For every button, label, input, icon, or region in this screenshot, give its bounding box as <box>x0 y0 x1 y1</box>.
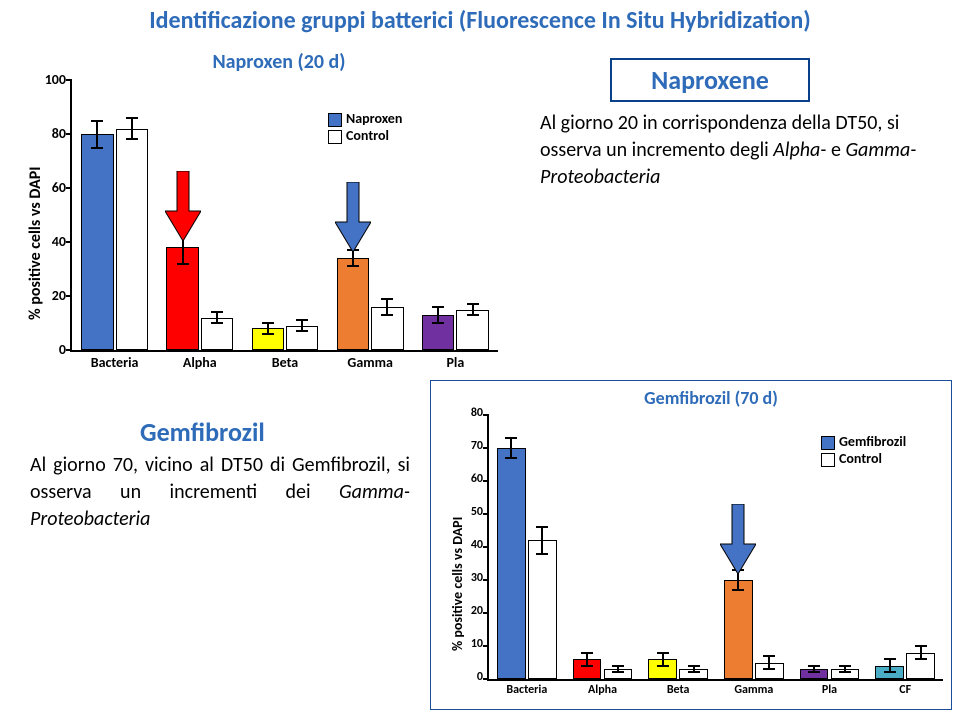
chart2-legend: Gemfibrozil Control <box>821 433 906 467</box>
swatch-icon <box>328 113 342 127</box>
down-arrow-icon <box>335 182 371 252</box>
down-arrow-icon <box>165 171 201 241</box>
bar <box>724 580 753 679</box>
legend-item-naproxen: Naproxen <box>328 110 402 127</box>
chart2-title: Gemfibrozil (70 d) <box>471 387 951 409</box>
bar <box>528 540 557 679</box>
page-title: Identificazione gruppi batterici (Fluore… <box>0 6 960 35</box>
swatch-icon <box>821 453 835 467</box>
chart-gemfibrozil: Gemfibrozil (70 d) % positive cells vs D… <box>430 380 952 710</box>
bar <box>337 258 369 350</box>
bar <box>116 129 148 350</box>
chart-naproxen: Naproxen (20 d) % positive cells vs DAPI… <box>8 50 510 380</box>
chart1-title: Naproxen (20 d) <box>48 50 510 74</box>
bar <box>497 448 526 679</box>
swatch-icon <box>328 130 342 144</box>
down-arrow-icon <box>720 504 756 574</box>
chart1-legend: Naproxen Control <box>328 110 402 144</box>
legend-item-gemfibrozil: Gemfibrozil <box>821 433 906 450</box>
chart1-plot: 020406080100BacteriaAlphaBetaGammaPla <box>70 80 498 352</box>
naproxene-heading: Naproxene <box>610 58 810 102</box>
swatch-icon <box>821 436 835 450</box>
gemfibrozil-text: Al giorno 70, vicino al DT50 di Gemfibro… <box>30 452 410 533</box>
gemfibrozil-heading: Gemfibrozil <box>140 416 265 448</box>
legend-item-control: Control <box>821 450 906 467</box>
bar <box>81 134 113 350</box>
naproxene-text: Al giorno 20 in corrispondenza della DT5… <box>540 110 940 191</box>
legend-item-control: Control <box>328 127 402 144</box>
